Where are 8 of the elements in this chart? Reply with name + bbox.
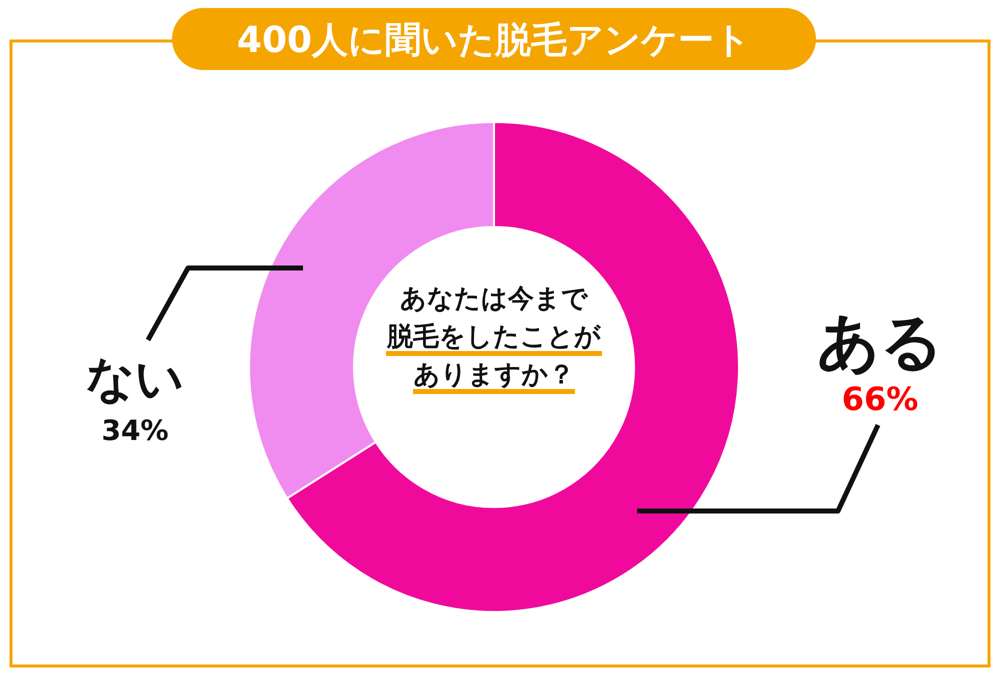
slice-label: ない <box>86 351 184 407</box>
text: 脱毛をしたことが <box>386 322 602 352</box>
data-label: 34% <box>101 414 169 447</box>
chart-title: 400人に聞いた脱毛アンケート <box>236 20 752 61</box>
slice-label: ある <box>817 305 943 378</box>
text: ありますか？ <box>414 360 574 390</box>
text: あなたは今まで <box>400 284 589 314</box>
data-label: 66% <box>842 380 918 418</box>
